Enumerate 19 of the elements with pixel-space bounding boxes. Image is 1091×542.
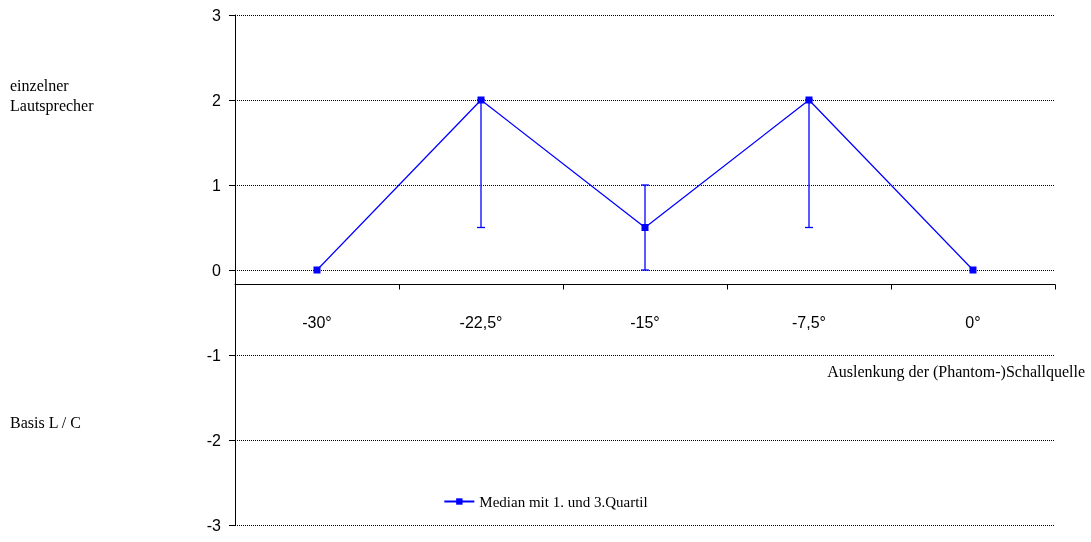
y-tick-label: -1 (206, 346, 222, 364)
x-axis-title: Auslenkung der (Phantom-)Schallquelle (827, 362, 1085, 381)
text: Basis L / C (10, 413, 81, 431)
point (641, 224, 649, 231)
point (969, 266, 977, 274)
x-tick-label: -22,5° (459, 314, 503, 331)
y-tick-label: 2 (212, 91, 222, 109)
y-tick-label: 3 (212, 6, 222, 24)
x-tick-label: 0° (965, 314, 981, 331)
x-tick-label: -30° (302, 314, 332, 331)
point (313, 266, 321, 274)
x-tick-label: -7,5° (792, 314, 826, 331)
y-tick-label: -3 (206, 516, 222, 534)
legend-label: Median mit 1. und 3.Quartil (479, 493, 648, 510)
text: einzelner Lautsprecher (10, 76, 95, 115)
x-tick-label: -15° (630, 314, 660, 331)
y-tick-label: -2 (206, 431, 222, 449)
y-tick-label: 0 (212, 261, 222, 279)
y-tick-label: 1 (212, 176, 222, 194)
